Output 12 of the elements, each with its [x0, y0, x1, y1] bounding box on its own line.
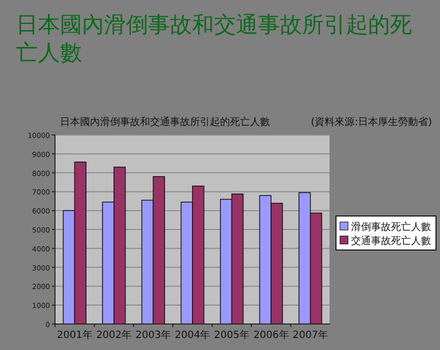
legend-label: 滑倒事故死亡人數 — [351, 221, 431, 233]
legend-label: 交通事故死亡人數 — [351, 235, 431, 247]
x-tick-label: 2004年 — [174, 329, 210, 341]
x-tick-label: 2006年 — [253, 329, 289, 341]
x-tick-label: 2003年 — [135, 329, 171, 341]
x-tick-label: 2001年 — [56, 329, 92, 341]
x-tick-label: 2007年 — [292, 329, 328, 341]
chart-subtitle: 日本國內滑倒事故和交通事故所引起的死亡人數 — [60, 116, 270, 128]
text: (資料來源:日本厚生勞動省) — [310, 116, 432, 128]
x-tick-label: 2005年 — [214, 329, 250, 341]
chart-title: 日本國內滑倒事故和交通事故所引起的死亡人數 — [16, 13, 412, 66]
x-tick-label: 2002年 — [96, 329, 132, 341]
